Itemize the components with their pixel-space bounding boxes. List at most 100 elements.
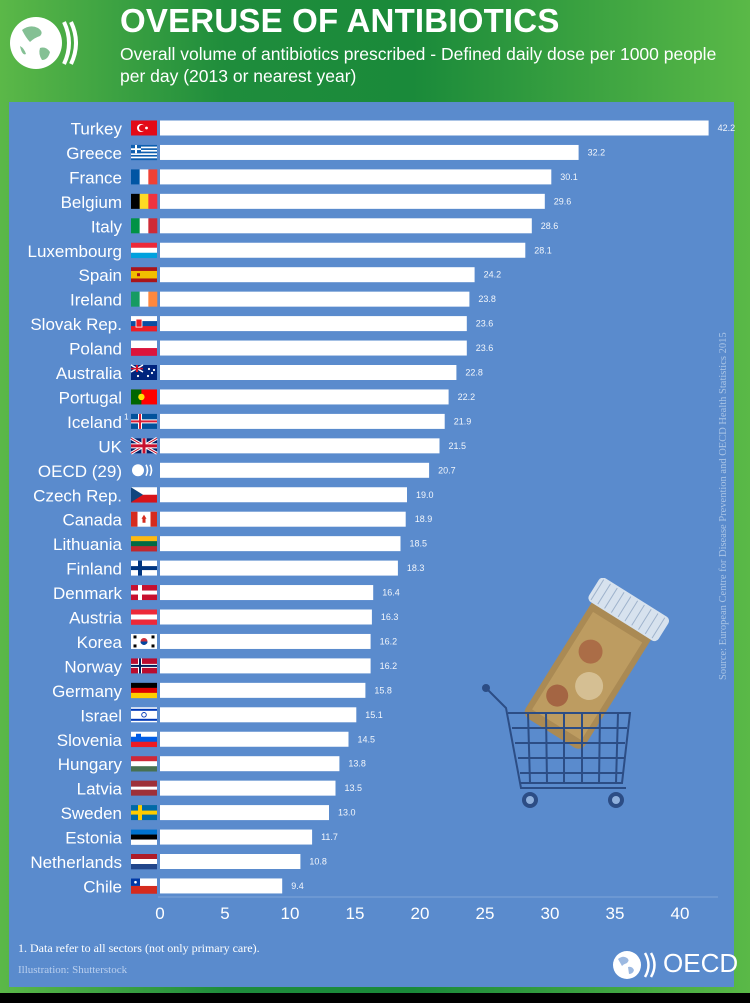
- bar: [160, 193, 545, 209]
- hungary-flag-icon: [131, 756, 157, 772]
- chart-row: Norway 16.2: [64, 657, 397, 676]
- chart-row: Chile 9.4: [83, 877, 303, 896]
- illustration-credit: Illustration: Shutterstock: [18, 964, 128, 976]
- category-label: Ireland: [70, 291, 122, 310]
- value-label: 11.7: [321, 832, 338, 842]
- ireland-flag-icon: [131, 291, 158, 307]
- footnote-marker: 1: [124, 412, 129, 421]
- portugal-flag-icon: [131, 389, 157, 405]
- value-label: 13.0: [338, 808, 356, 818]
- luxembourg-flag-icon: [131, 242, 157, 259]
- category-label: Chile: [83, 877, 122, 896]
- x-tick-label: 10: [281, 904, 300, 923]
- chart-row: Greece 32.2: [66, 144, 605, 163]
- slovenia-flag-icon: [131, 731, 157, 748]
- value-label: 22.2: [458, 392, 476, 402]
- bar: [160, 413, 445, 429]
- category-label: Korea: [77, 633, 123, 652]
- value-label: 23.6: [476, 319, 494, 329]
- category-label: Australia: [56, 364, 123, 383]
- italy-flag-icon: [131, 218, 158, 234]
- value-label: 24.2: [484, 270, 502, 280]
- bar: [160, 780, 336, 796]
- category-label: Estonia: [65, 829, 122, 848]
- x-tick-label: 40: [671, 904, 690, 923]
- category-label: Norway: [64, 657, 122, 676]
- bar: [160, 120, 709, 136]
- header: OVERUSE OF ANTIBIOTICS Overall volume of…: [0, 0, 750, 100]
- value-label: 30.1: [560, 172, 578, 182]
- chart-row: France 30.1: [69, 168, 578, 187]
- bar: [160, 609, 372, 625]
- denmark-flag-icon: [131, 585, 157, 601]
- category-label: Portugal: [59, 388, 122, 407]
- chart-row: Belgium 29.6: [61, 193, 572, 212]
- bar: [160, 731, 349, 747]
- latvia-flag-icon: [131, 780, 157, 796]
- value-label: 32.2: [588, 147, 606, 157]
- chart-row: Sweden 13.0: [61, 804, 356, 823]
- uk-flag-icon: [130, 437, 158, 455]
- estonia-flag-icon: [131, 829, 157, 845]
- value-label: 19.0: [416, 490, 434, 500]
- value-label: 18.3: [407, 563, 425, 573]
- germany-flag-icon: [131, 682, 157, 699]
- poland-flag-icon: [131, 340, 157, 356]
- chart-row: Finland 18.3: [66, 560, 424, 579]
- value-label: 16.2: [380, 636, 398, 646]
- bar: [160, 267, 475, 283]
- value-label: 9.4: [291, 881, 304, 891]
- chart-row: Denmark 16.4: [53, 584, 400, 603]
- chart-row: Portugal 22.2: [59, 388, 475, 407]
- chart-row: Israel 15.1: [80, 706, 382, 725]
- category-label: Luxembourg: [27, 242, 122, 261]
- chart-row: Luxembourg 28.1: [27, 242, 551, 261]
- category-label: Finland: [66, 560, 122, 579]
- bar: [160, 756, 340, 772]
- bar: [160, 878, 283, 894]
- finland-flag-icon: [131, 560, 157, 576]
- bar: [160, 854, 301, 869]
- category-label: Spain: [79, 266, 122, 285]
- chart-row: Latvia 13.5: [77, 780, 362, 799]
- bar: [160, 438, 440, 454]
- chart-row: Lithuania 18.5: [53, 535, 427, 554]
- value-label: 29.6: [554, 196, 572, 206]
- category-label: Hungary: [58, 755, 123, 774]
- category-label: Latvia: [77, 780, 123, 799]
- page-title: OVERUSE OF ANTIBIOTICS: [120, 2, 560, 39]
- category-label: Denmark: [53, 584, 122, 603]
- bar: [160, 169, 552, 185]
- bar: [160, 805, 329, 821]
- x-tick-label: 25: [476, 904, 495, 923]
- value-label: 10.8: [309, 857, 327, 867]
- oecd-footer-logo-icon: [613, 951, 656, 979]
- turkey-flag-icon: [131, 120, 157, 136]
- chart-row: Slovak Rep. 23.6: [30, 315, 493, 334]
- iceland-flag-icon: [131, 413, 157, 429]
- category-label: Italy: [91, 217, 123, 236]
- x-tick-label: 35: [606, 904, 625, 923]
- x-tick-label: 5: [220, 904, 229, 923]
- category-label: Lithuania: [53, 535, 123, 554]
- footnote: 1. Data refer to all sectors (not only p…: [18, 941, 260, 955]
- bar: [160, 511, 406, 527]
- category-label: UK: [98, 437, 122, 456]
- chart-row: Germany 15.8: [52, 682, 392, 701]
- oecd-brand-text: OECD: [663, 948, 739, 978]
- norway-flag-icon: [131, 658, 157, 674]
- chart-row: Estonia 11.7: [65, 829, 338, 848]
- category-label: Netherlands: [30, 853, 122, 872]
- bar: [160, 340, 467, 356]
- chart-row: Italy 28.6: [91, 217, 559, 236]
- chart-row: Turkey 42.2: [71, 120, 735, 139]
- chart-row: Hungary 13.8: [58, 755, 366, 774]
- israel-flag-icon: [131, 707, 157, 723]
- page-subtitle: Overall volume of antibiotics prescribed…: [120, 44, 717, 86]
- netherlands-flag-icon: [131, 854, 157, 870]
- value-label: 16.4: [382, 588, 400, 598]
- chart-row: Austria 16.3: [69, 609, 398, 628]
- x-tick-label: 20: [411, 904, 430, 923]
- chart-rows: Turkey 42.2 Greece 32.2 France 30.1 Belgium 29.…: [27, 120, 735, 897]
